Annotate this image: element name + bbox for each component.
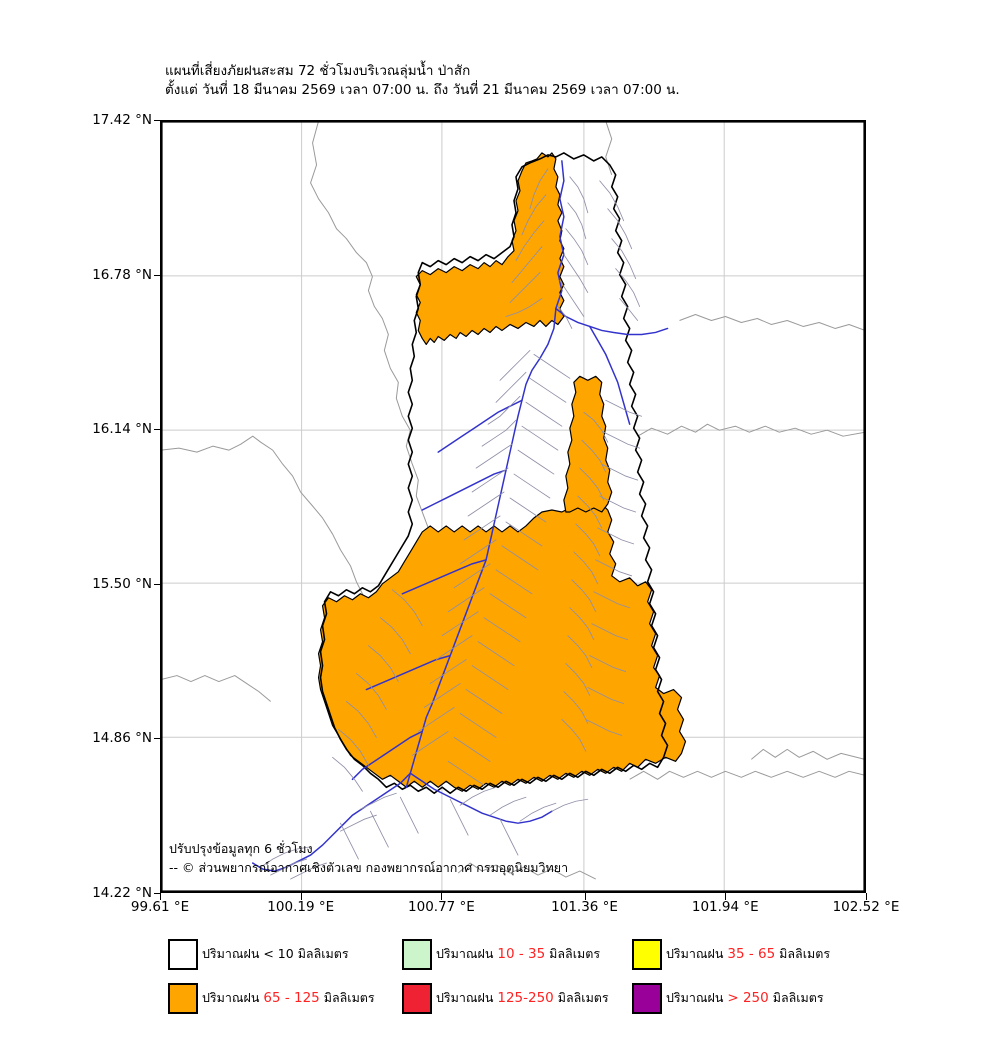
legend-item-10-35[interactable]: ปริมาณฝน 10 - 35 มิลลิเมตร (402, 932, 632, 976)
latitude-tick-label-3: 15.50 °N (92, 575, 152, 592)
legend-item-35-65[interactable]: ปริมาณฝน 35 - 65 มิลลิเมตร (632, 932, 862, 976)
map-title-block: แผนที่เสี่ยงภัยฝนสะสม 72 ชั่วโมงบริเวณลุ… (165, 62, 925, 100)
longitude-tick-label-0: 99.61 °E (130, 899, 190, 915)
map-frame-border (161, 121, 865, 892)
longitude-tick-label-1: 100.19 °E (267, 899, 335, 915)
longitude-tick-label-2: 100.77 °E (408, 899, 475, 915)
latitude-tick-1 (154, 274, 161, 276)
legend-label-gt250: ปริมาณฝน > 250 มิลลิเมตร (666, 990, 824, 1006)
latitude-axis: 17.42 °N 16.78 °N 16.14 °N 15.50 °N 14.86 °N… (0, 0, 161, 1050)
rainfall-region-south (317, 375, 687, 792)
latitude-tick-label-5: 14.22 °N (92, 885, 152, 901)
map-vector-layer (161, 121, 865, 892)
legend-label-65-125: ปริมาณฝน 65 - 125 มิลลิเมตร (202, 990, 375, 1006)
legend-label-10-35: ปริมาณฝน 10 - 35 มิลลิเมตร (436, 946, 601, 962)
title-date-range: ตั้งแต่ วันที่ 18 มีนาคม 2569 เวลา 07:00… (165, 82, 680, 98)
longitude-tick-4 (725, 893, 727, 900)
latitude-tick-label-2: 16.14 °N (92, 421, 152, 438)
longitude-tick-label-3: 101.36 °E (551, 899, 618, 915)
legend-swatch-125-250 (402, 982, 432, 1014)
longitude-tick-2 (441, 893, 443, 900)
legend-item-65-125[interactable]: ปริมาณฝน 65 - 125 มิลลิเมตร (168, 976, 402, 1020)
basin-outline (319, 152, 669, 795)
legend-item-125-250[interactable]: ปริมาณฝน 125-250 มิลลิเมตร (402, 976, 632, 1020)
legend-swatch-gt250 (632, 982, 662, 1014)
rainfall-region-north (415, 152, 565, 346)
latitude-tick-label-0: 17.42 °N (92, 112, 152, 128)
latitude-tick-3 (154, 583, 161, 585)
longitude-tick-1 (300, 893, 302, 900)
latitude-tick-2 (154, 429, 161, 431)
source-credit-note: -- © ส่วนพยากรณ์อากาศเชิงตัวเลข กองพยากร… (169, 860, 569, 875)
longitude-tick-3 (584, 893, 586, 900)
latitude-tick-label-4: 14.86 °N (92, 730, 152, 747)
legend-swatch-35-65 (632, 938, 662, 970)
legend-label-125-250: ปริมาณฝน 125-250 มิลลิเมตร (436, 990, 609, 1006)
map-footnotes: ปรับปรุงข้อมูลทุก 6 ชั่วโมง -- © ส่วนพยา… (169, 839, 789, 877)
legend-row-1: ปริมาณฝน < 10 มิลลิเมตร ปริมาณฝน 10 - 35… (168, 932, 968, 976)
legend-swatch-65-125 (168, 982, 198, 1014)
longitude-tick-label-4: 101.94 °E (691, 899, 759, 915)
legend-item-lt10[interactable]: ปริมาณฝน < 10 มิลลิเมตร (168, 932, 402, 976)
longitude-tick-label-5: 102.52 °E (832, 899, 900, 915)
longitude-tick-0 (160, 893, 161, 900)
legend-swatch-10-35 (402, 938, 432, 970)
page-title: แผนที่เสี่ยงภัยฝนสะสม 72 ชั่วโมงบริเวณลุ… (165, 63, 471, 79)
legend-label-lt10: ปริมาณฝน < 10 มิลลิเมตร (202, 946, 349, 961)
rainfall-legend: ปริมาณฝน < 10 มิลลิเมตร ปริมาณฝน 10 - 35… (168, 932, 968, 1020)
latitude-tick-5 (154, 893, 161, 894)
latitude-tick-0 (154, 120, 161, 121)
update-frequency-note: ปรับปรุงข้อมูลทุก 6 ชั่วโมง (169, 841, 313, 856)
map-canvas[interactable]: ปรับปรุงข้อมูลทุก 6 ชั่วโมง -- © ส่วนพยา… (160, 120, 866, 893)
latitude-tick-label-1: 16.78 °N (92, 266, 152, 283)
longitude-tick-5 (866, 893, 867, 900)
tributary-streams (260, 168, 643, 880)
legend-item-gt250[interactable]: ปริมาณฝน > 250 มิลลิเมตร (632, 976, 862, 1020)
legend-row-2: ปริมาณฝน 65 - 125 มิลลิเมตร ปริมาณฝน 125… (168, 976, 968, 1020)
latitude-tick-4 (154, 738, 161, 740)
legend-label-35-65: ปริมาณฝน 35 - 65 มิลลิเมตร (666, 946, 831, 962)
legend-swatch-lt10 (168, 938, 198, 970)
